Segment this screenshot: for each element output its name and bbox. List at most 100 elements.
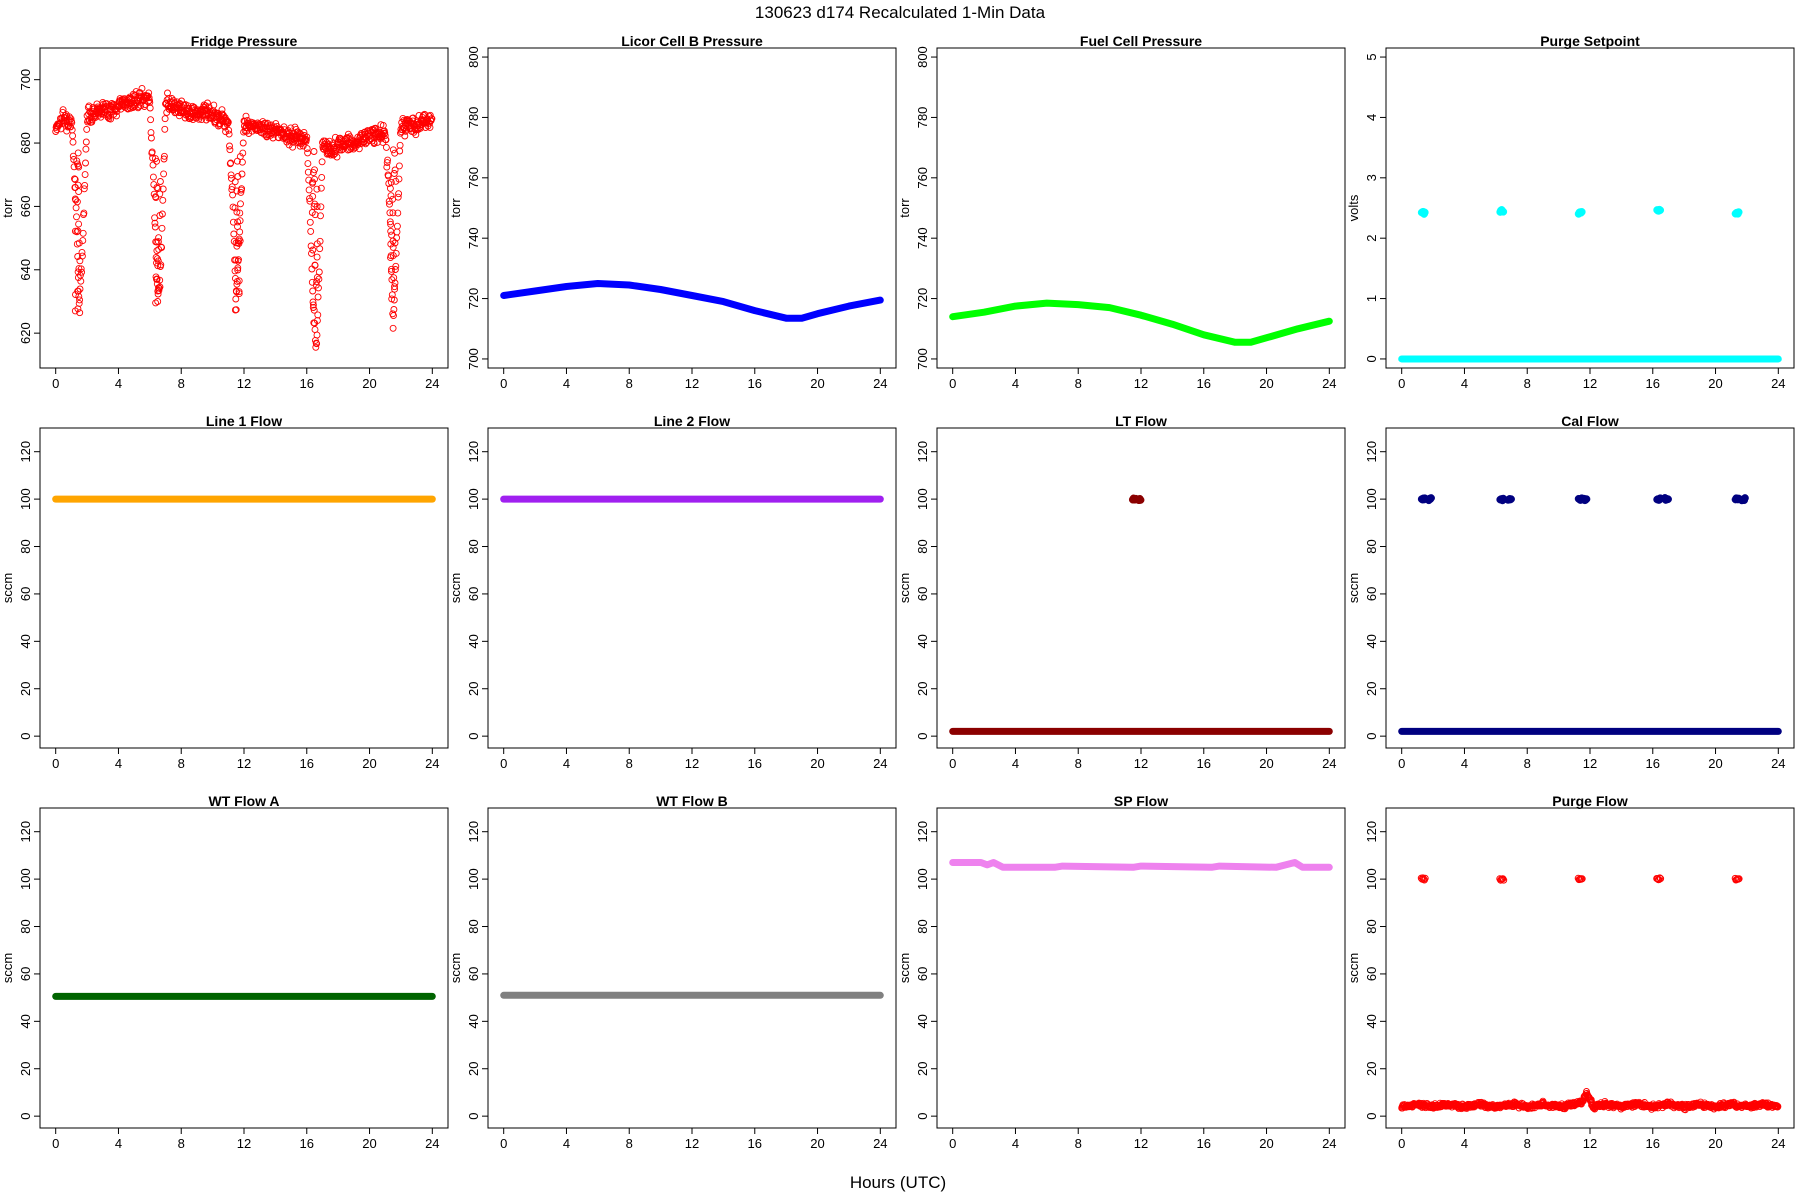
data-point: [82, 138, 90, 146]
panel-title: WT Flow B: [656, 793, 728, 809]
panel-line-1-flow: Line 1 Flow sccm 0 4 8 12 16 20 24 0 20 40 60 80 100 12…: [0, 413, 449, 771]
data-point: [75, 239, 83, 247]
data-point: [76, 296, 84, 304]
x-tick-label: 12: [1583, 376, 1597, 391]
y-tick-label: 780: [466, 107, 481, 129]
figure-title: 130623 d174 Recalculated 1-Min Data: [755, 3, 1046, 22]
data-point: [389, 252, 397, 260]
panel-wt-flow-a: WT Flow A sccm 0 4 8 12 16 20 24 0 20 40 60 80 100 120: [0, 793, 449, 1151]
data-point: [83, 125, 91, 133]
y-axis-label: torr: [897, 198, 912, 218]
data-point: [309, 169, 317, 177]
data-point: [280, 123, 288, 131]
y-tick-label: 20: [915, 1062, 930, 1076]
data-point: [321, 137, 329, 145]
x-tick-label: 0: [52, 1136, 59, 1151]
data-point: [76, 309, 84, 317]
data-point: [302, 135, 310, 143]
data-point: [226, 142, 233, 150]
data-point: [152, 299, 160, 307]
y-tick-label: 60: [18, 587, 33, 601]
data-point: [229, 191, 237, 199]
data-point: [304, 168, 312, 176]
data-point: [149, 161, 157, 169]
y-tick-label: 0: [915, 1113, 930, 1120]
x-tick-label: 16: [748, 376, 762, 391]
plot-frame: [39, 47, 449, 369]
y-tick-label: 40: [18, 634, 33, 648]
data-point: [1582, 495, 1591, 503]
data-point: [1427, 494, 1435, 502]
y-tick-label: 720: [466, 288, 481, 310]
data-point: [396, 141, 404, 149]
plot-frame: [1385, 427, 1795, 749]
y-tick-label: 80: [18, 539, 33, 553]
series-group: [1398, 494, 1782, 735]
data-point: [1657, 875, 1665, 883]
data-point: [81, 181, 89, 189]
data-point: [69, 152, 77, 160]
series-group: [52, 84, 436, 351]
y-axis-label: sccm: [897, 573, 912, 603]
x-tick-label: 24: [1322, 1136, 1336, 1151]
y-tick-label: 80: [915, 919, 930, 933]
y-tick-label: 80: [466, 919, 481, 933]
data-point: [227, 174, 235, 182]
data-point: [72, 196, 80, 204]
data-point: [145, 94, 153, 102]
data-point: [234, 264, 242, 272]
data-point: [381, 129, 389, 137]
data-point: [74, 253, 82, 260]
panel-title: WT Flow A: [208, 793, 279, 809]
y-tick-label: 0: [1364, 1113, 1379, 1120]
data-point: [69, 132, 77, 140]
data-point: [1420, 208, 1429, 217]
data-point: [401, 132, 409, 140]
x-tick-label: 16: [748, 756, 762, 771]
y-tick-label: 120: [1364, 821, 1379, 843]
data-point: [1574, 874, 1582, 882]
data-point: [153, 157, 161, 165]
x-tick-label: 20: [810, 1136, 824, 1151]
data-point: [160, 170, 168, 178]
data-point: [239, 149, 247, 157]
x-tick-label: 0: [1398, 756, 1405, 771]
data-point: [390, 306, 398, 313]
y-tick-label: 40: [466, 1014, 481, 1028]
data-point: [231, 306, 239, 314]
data-point: [308, 249, 315, 257]
x-tick-label: 4: [563, 1136, 570, 1151]
data-point: [311, 211, 319, 219]
data-point: [386, 184, 394, 192]
x-tick-label: 4: [563, 756, 570, 771]
data-point: [309, 298, 317, 306]
panel-title: Cal Flow: [1561, 413, 1619, 429]
data-point: [153, 238, 161, 246]
data-point: [82, 145, 90, 153]
data-point: [226, 146, 234, 154]
data-point: [159, 185, 167, 193]
data-point: [1507, 495, 1515, 503]
panel-title: Line 2 Flow: [654, 413, 730, 429]
x-tick-label: 20: [1708, 1136, 1722, 1151]
plot-frame: [1385, 47, 1795, 369]
data-point: [289, 143, 297, 151]
x-tick-label: 16: [1646, 376, 1660, 391]
data-point: [73, 198, 81, 206]
panel-fuel-cell-pressure: Fuel Cell Pressure torr 0 4 8 12 16 20 24 700 720 7…: [897, 33, 1346, 391]
data-point: [1734, 208, 1743, 216]
x-tick-label: 24: [425, 1136, 439, 1151]
data-point: [198, 116, 206, 124]
data-point: [304, 160, 312, 168]
x-tick-label: 16: [1646, 1136, 1660, 1151]
y-tick-label: 120: [466, 821, 481, 843]
data-point: [234, 173, 242, 180]
data-point: [234, 223, 241, 231]
plot-frame: [1385, 807, 1795, 1129]
x-tick-label: 24: [425, 756, 439, 771]
y-tick-label: 100: [1364, 488, 1379, 510]
data-point: [234, 266, 242, 274]
data-point: [151, 219, 159, 227]
y-tick-label: 720: [915, 288, 930, 310]
data-point: [317, 184, 325, 192]
